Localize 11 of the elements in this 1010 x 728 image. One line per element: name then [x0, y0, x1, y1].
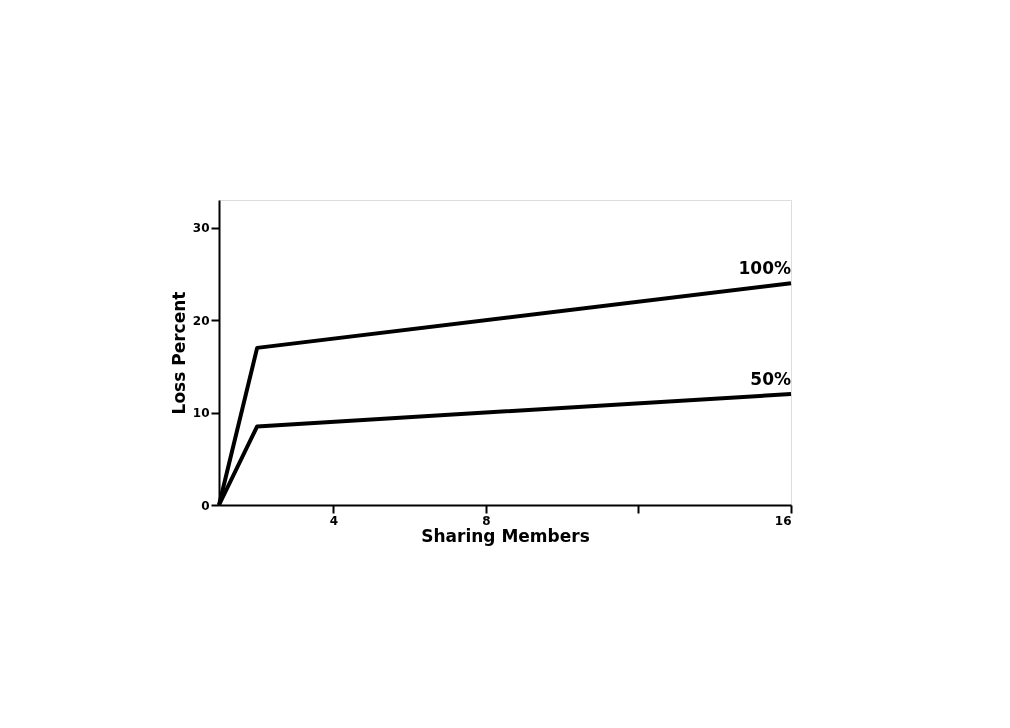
- x-tick-label: 16: [774, 513, 792, 528]
- series-label: 50%: [750, 369, 791, 390]
- y-tick-label: 30: [192, 221, 210, 236]
- series-label: 100%: [738, 258, 791, 279]
- x-tick-label: 4: [329, 513, 339, 528]
- x-tick-label: 8: [482, 513, 491, 528]
- y-tick-label: 20: [192, 313, 210, 328]
- y-axis-title: Loss Percent: [168, 291, 189, 415]
- y-tick-label: 0: [201, 498, 210, 513]
- x-axis-title: Sharing Members: [421, 525, 590, 546]
- y-tick-label: 10: [192, 406, 210, 421]
